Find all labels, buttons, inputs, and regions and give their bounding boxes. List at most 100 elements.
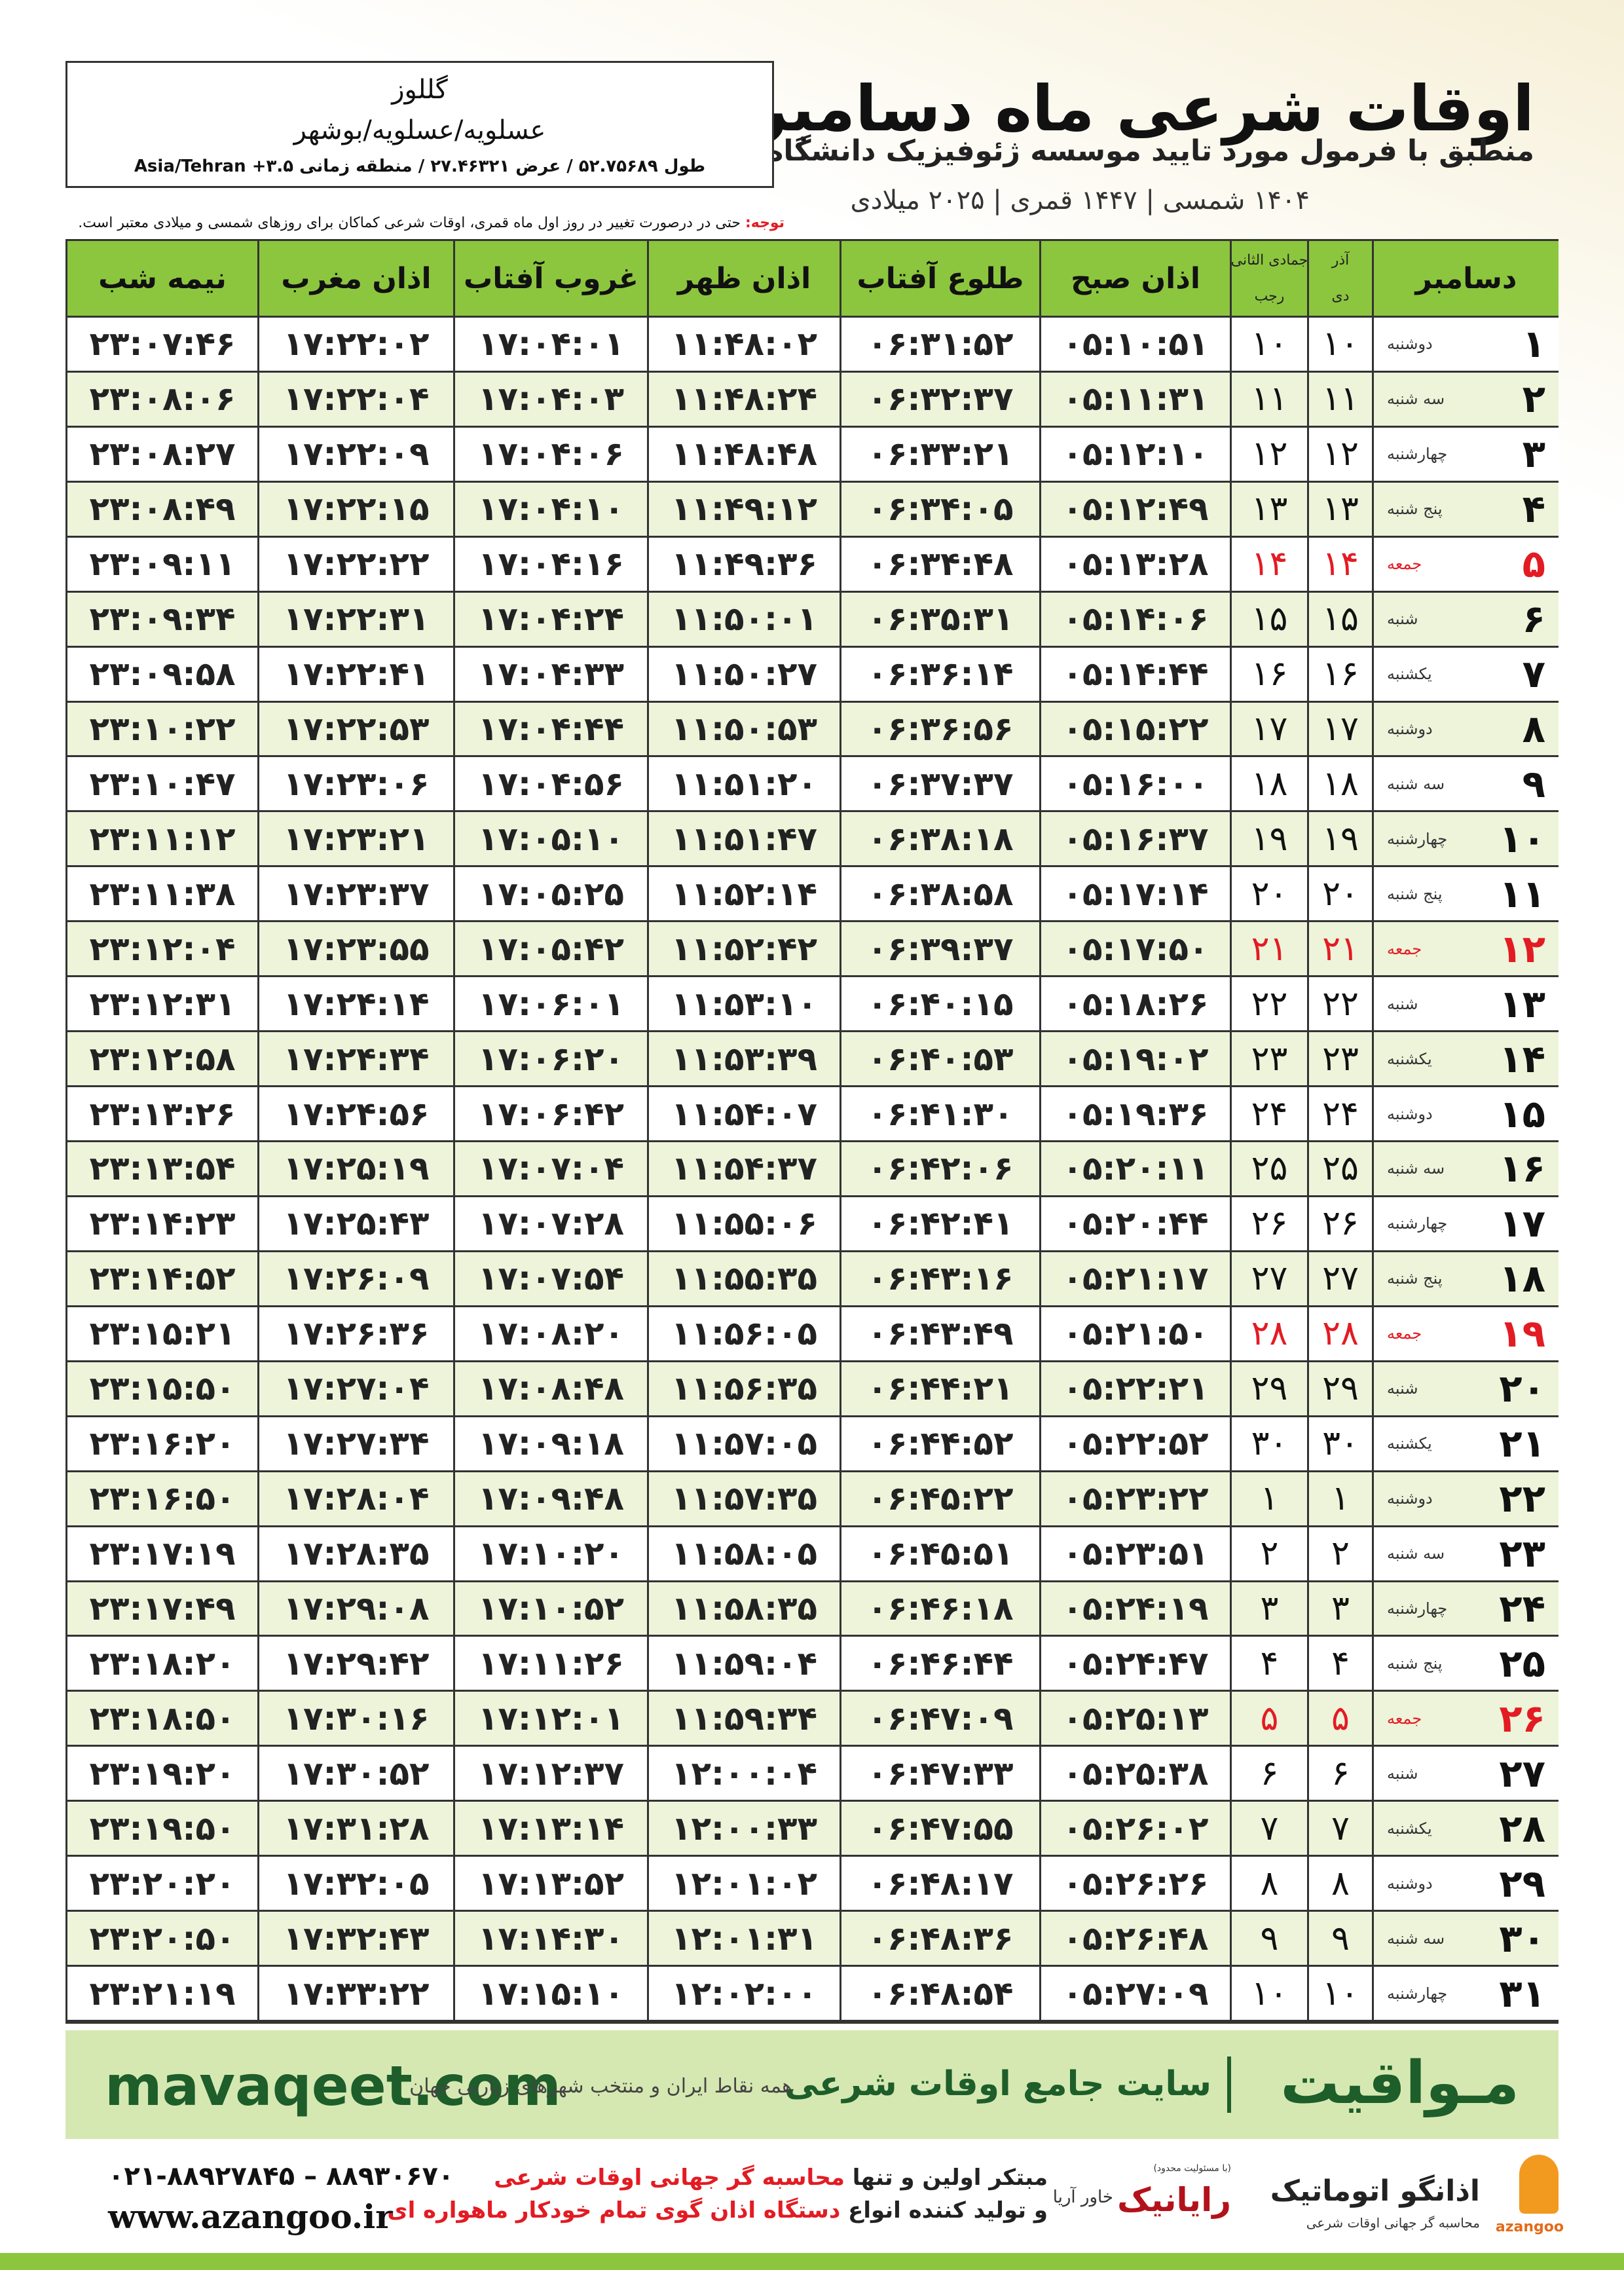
time-cell: ۰۶:۴۷:۰۹ — [840, 1692, 1039, 1747]
timetable: دسامبر آذر دی جمادی الثانی رجب اذان صبح طلوع آ… — [65, 239, 1559, 2024]
time-cell: ۰۶:۴۵:۵۱ — [840, 1527, 1039, 1582]
time-cell: ۱۷:۲۹:۰۸ — [257, 1582, 453, 1637]
date-cell: ۱۰ — [1307, 1967, 1372, 2022]
date-cell: ۸ — [1307, 1857, 1372, 1912]
weekday: جمعه — [1387, 1324, 1422, 1343]
date-cell: ۱۰ — [1307, 318, 1372, 373]
time-cell: ۲۳:۱۳:۵۴ — [65, 1142, 257, 1197]
day-cell: ۲ سه شنبه — [1372, 372, 1559, 428]
time-cell: ۰۵:۲۵:۳۸ — [1039, 1747, 1230, 1802]
time-cell: ۱۷:۲۲:۲۲ — [257, 537, 453, 593]
time-cell: ۱۷:۰۴:۰۶ — [453, 427, 647, 483]
time-cell: ۰۶:۴۸:۱۷ — [840, 1857, 1039, 1912]
time-cell: ۱۱:۵۱:۲۰ — [647, 757, 840, 813]
day-number: ۱۸ — [1499, 1256, 1545, 1301]
date-cell: ۱۵ — [1230, 592, 1307, 648]
time-cell: ۱۷:۰۵:۱۰ — [453, 812, 647, 868]
text: مبتکر اولین و تنها — [852, 2165, 1048, 2191]
day-cell: ۱۹ جمعه — [1372, 1307, 1559, 1362]
day-number: ۱۳ — [1499, 981, 1545, 1026]
weekday: پنج شنبه — [1387, 1654, 1443, 1673]
logo-azangoo-latin: azangoo — [1495, 2219, 1564, 2235]
time-cell: ۰۶:۳۴:۴۸ — [840, 537, 1039, 593]
time-cell: ۲۳:۱۴:۲۳ — [65, 1197, 257, 1252]
time-cell: ۲۳:۱۵:۵۰ — [65, 1362, 257, 1417]
weekday: دوشنبه — [1387, 1104, 1433, 1123]
date-cell: ۲۴ — [1230, 1087, 1307, 1143]
day-cell: ۱۶ سه شنبه — [1372, 1142, 1559, 1197]
date-cell: ۹ — [1307, 1912, 1372, 1967]
time-cell: ۱۱:۵۴:۳۷ — [647, 1142, 840, 1197]
day-cell: ۱۳ شنبه — [1372, 977, 1559, 1033]
weekday: سه شنبه — [1387, 390, 1445, 409]
time-cell: ۰۵:۲۴:۱۹ — [1039, 1582, 1230, 1637]
weekday: سه شنبه — [1387, 1929, 1445, 1948]
time-cell: ۲۳:۰۹:۱۱ — [65, 537, 257, 593]
day-number: ۱۹ — [1499, 1311, 1545, 1356]
time-cell: ۰۵:۲۳:۵۱ — [1039, 1527, 1230, 1582]
column-header: دسامبر — [1372, 241, 1559, 318]
date-cell: ۲۷ — [1307, 1252, 1372, 1307]
weekday: پنج شنبه — [1387, 500, 1443, 519]
time-cell: ۰۶:۴۳:۱۶ — [840, 1252, 1039, 1307]
region: عسلویه/عسلویه/بوشهر — [293, 115, 546, 145]
time-cell: ۱۲:۰۱:۳۱ — [647, 1912, 840, 1967]
date-cell: ۱۷ — [1230, 702, 1307, 758]
time-cell: ۰۵:۱۷:۱۴ — [1039, 867, 1230, 923]
time-cell: ۱۷:۰۴:۳۳ — [453, 647, 647, 703]
date-cell: ۵ — [1230, 1692, 1307, 1747]
weekday: دوشنبه — [1387, 720, 1433, 738]
time-cell: ۱۷:۲۲:۳۱ — [257, 592, 453, 648]
day-number: ۱۲ — [1499, 926, 1545, 971]
bottom-line2: و تولید کننده انواع دستگاه اذان گوی تمام… — [387, 2197, 1048, 2223]
time-cell: ۱۲:۰۲:۰۰ — [647, 1967, 840, 2022]
time-cell: ۱۷:۲۴:۵۶ — [257, 1087, 453, 1143]
column-header: آذر دی — [1307, 241, 1372, 318]
time-cell: ۲۳:۱۲:۳۱ — [65, 977, 257, 1033]
date-cell: ۱۸ — [1307, 757, 1372, 813]
footer-url: mavaqeet.com — [105, 2054, 561, 2118]
phones: ۰۲۱-۸۸۹۲۷۸۴۵ – ۸۸۹۳۰۶۷۰ — [108, 2161, 454, 2191]
time-cell: ۱۷:۳۲:۴۳ — [257, 1912, 453, 1967]
time-cell: ۰۵:۲۶:۲۶ — [1039, 1857, 1230, 1912]
date-cell: ۲۰ — [1230, 867, 1307, 923]
highlight: محاسبه گر جهانی اوقات شرعی — [494, 2165, 845, 2191]
day-cell: ۲۳ سه شنبه — [1372, 1527, 1559, 1582]
day-cell: ۲۱ یکشنبه — [1372, 1417, 1559, 1472]
time-cell: ۰۶:۴۵:۲۲ — [840, 1472, 1039, 1527]
day-cell: ۲۸ یکشنبه — [1372, 1802, 1559, 1857]
time-cell: ۲۳:۱۶:۲۰ — [65, 1417, 257, 1472]
time-cell: ۰۶:۴۷:۵۵ — [840, 1802, 1039, 1857]
time-cell: ۰۵:۱۴:۴۴ — [1039, 647, 1230, 703]
day-number: ۱۷ — [1499, 1201, 1545, 1246]
day-number: ۱ — [1522, 322, 1545, 367]
day-number: ۱۶ — [1499, 1146, 1545, 1191]
time-cell: ۲۳:۱۱:۳۸ — [65, 867, 257, 923]
time-cell: ۰۵:۱۴:۰۶ — [1039, 592, 1230, 648]
time-cell: ۰۵:۲۱:۱۷ — [1039, 1252, 1230, 1307]
time-cell: ۰۵:۱۰:۵۱ — [1039, 318, 1230, 373]
note-label: توجه: — [745, 215, 784, 231]
time-cell: ۱۱:۴۸:۲۴ — [647, 372, 840, 428]
date-cell: ۲۳ — [1230, 1032, 1307, 1088]
time-cell: ۱۲:۰۰:۰۴ — [647, 1747, 840, 1802]
time-cell: ۱۷:۲۳:۰۶ — [257, 757, 453, 813]
date-cell: ۳۰ — [1230, 1417, 1307, 1472]
time-cell: ۱۷:۱۴:۳۰ — [453, 1912, 647, 1967]
time-cell: ۲۳:۱۳:۲۶ — [65, 1087, 257, 1143]
time-cell: ۱۷:۲۴:۱۴ — [257, 977, 453, 1033]
time-cell: ۱۷:۰۷:۵۴ — [453, 1252, 647, 1307]
time-cell: ۰۶:۴۸:۵۴ — [840, 1967, 1039, 2022]
time-cell: ۱۷:۲۳:۲۱ — [257, 812, 453, 868]
time-cell: ۱۱:۵۱:۴۷ — [647, 812, 840, 868]
day-number: ۳ — [1522, 432, 1545, 477]
time-cell: ۱۷:۰۸:۴۸ — [453, 1362, 647, 1417]
weekday: پنج شنبه — [1387, 1269, 1443, 1288]
city: گللوز — [392, 75, 448, 105]
time-cell: ۱۱:۵۲:۱۴ — [647, 867, 840, 923]
time-cell: ۰۶:۳۳:۲۱ — [840, 427, 1039, 483]
day-number: ۲۹ — [1499, 1861, 1545, 1906]
day-number: ۹ — [1522, 761, 1545, 806]
day-cell: ۹ سه شنبه — [1372, 757, 1559, 813]
time-cell: ۰۶:۴۲:۰۶ — [840, 1142, 1039, 1197]
